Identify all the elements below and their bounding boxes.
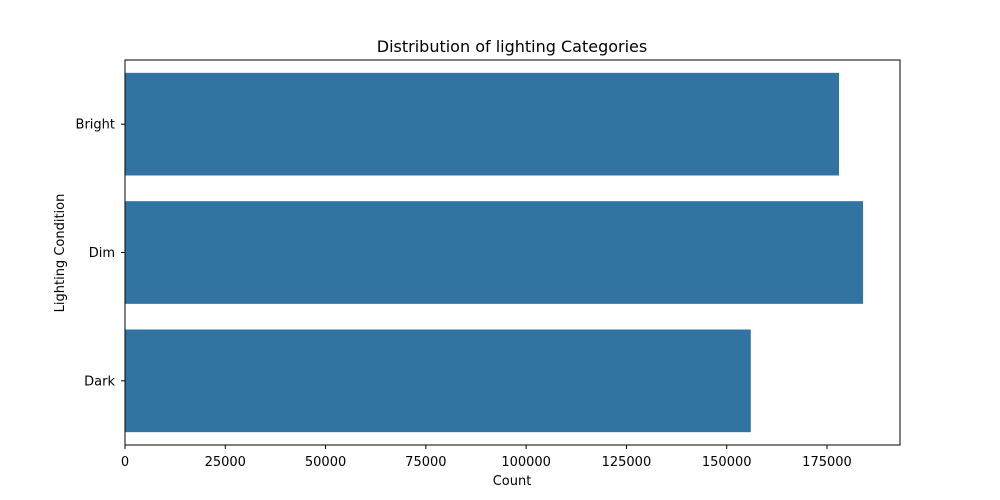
chart-title: Distribution of lighting Categories: [377, 37, 647, 56]
bar-bright: [125, 72, 840, 176]
x-tick-label: 0: [121, 455, 129, 470]
x-tick-label: 25000: [205, 455, 246, 470]
x-ticks-group: 0 25000 50000 75000 100000 125000 150000 175000: [121, 445, 852, 470]
y-ticks-group: Bright Dim Dark: [76, 118, 125, 389]
x-tick-label: 100000: [501, 455, 551, 470]
y-tick-label: Dim: [89, 246, 115, 261]
bar-dim: [125, 201, 864, 304]
y-tick-label: Bright: [76, 118, 115, 133]
x-tick-label: 75000: [405, 455, 446, 470]
y-axis-label: Lighting Condition: [53, 194, 68, 313]
x-axis-label: Count: [493, 474, 532, 489]
y-tick-label: Dark: [84, 374, 115, 389]
x-tick-label: 50000: [305, 455, 346, 470]
plot-frame: [124, 59, 901, 446]
bars-group: [125, 72, 864, 433]
x-tick-label: 175000: [802, 455, 852, 470]
x-tick-label: 150000: [702, 455, 752, 470]
x-tick-label: 125000: [602, 455, 652, 470]
bar-dark: [125, 329, 751, 433]
